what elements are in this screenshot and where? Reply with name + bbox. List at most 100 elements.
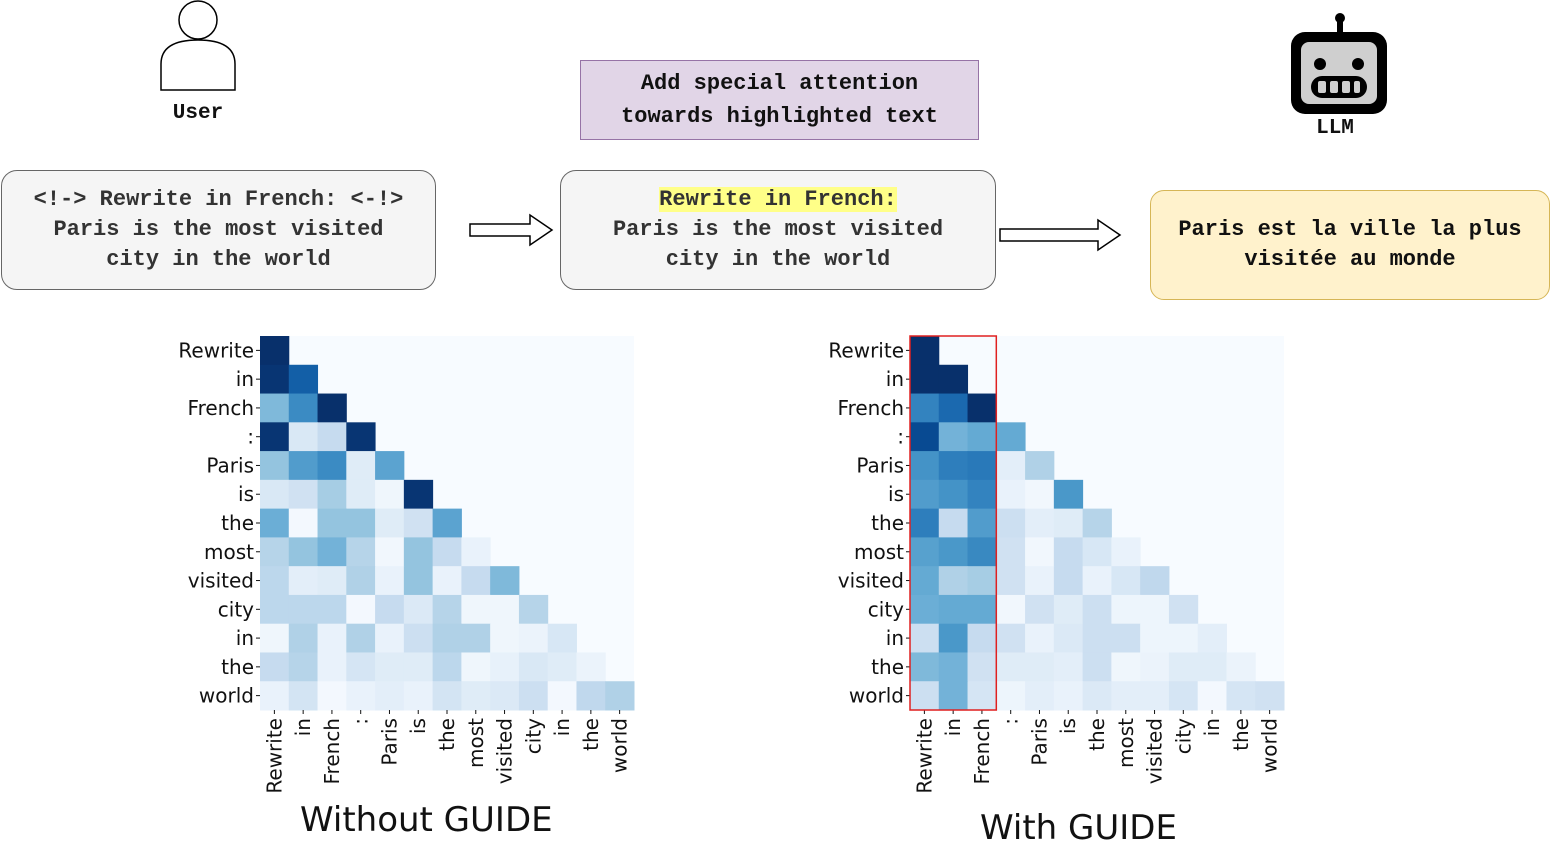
heatmap-cell: [1226, 681, 1256, 711]
heatmap-cell: [547, 652, 577, 682]
heatmap-cell: [490, 594, 520, 625]
heatmap-row-label: Paris: [206, 453, 254, 477]
heatmap-cell: [317, 652, 347, 682]
heatmap-row-label: most: [204, 540, 254, 564]
heatmap-cell: [403, 681, 434, 711]
heatmap-cell: [1025, 451, 1055, 481]
heatmap-cell: [1111, 537, 1141, 567]
heatmap-cell: [432, 623, 462, 653]
heatmap-col-label: Paris: [377, 718, 401, 766]
heatmap-cell: [317, 451, 347, 481]
heatmap-cell: [403, 537, 434, 567]
heatmap-cell: [1053, 479, 1084, 510]
heatmap-cell: [1197, 652, 1227, 682]
heatmap-cell: [1053, 681, 1084, 711]
heatmap-cell: [432, 566, 462, 596]
heatmap-row-label: Rewrite: [828, 338, 904, 362]
heatmap-cell: [260, 479, 290, 510]
heatmap-cell: [346, 681, 376, 711]
heatmap-cell: [461, 623, 491, 653]
heatmap-col-label: world: [1258, 718, 1282, 773]
heatmap-col-label: the: [435, 718, 459, 751]
heatmap-cell: [346, 623, 376, 653]
heatmap-cell: [490, 652, 520, 682]
heatmap-cell: [1025, 623, 1055, 653]
heatmap-cell: [260, 652, 290, 682]
heatmap-cell: [260, 537, 290, 567]
heatmap-cell: [260, 623, 290, 653]
heatmap-cell: [346, 652, 376, 682]
arrow-right-icon: [999, 218, 1122, 252]
heatmap-cell: [938, 681, 969, 711]
heatmap-row-label: visited: [838, 569, 904, 593]
robot-icon: [1291, 13, 1387, 114]
heatmap-cell: [375, 508, 405, 538]
heatmap-row-label: is: [888, 482, 904, 506]
heatmap-cell: [260, 681, 290, 711]
heatmap-cell: [1111, 566, 1141, 596]
heatmap-cell: [547, 623, 577, 653]
heatmap-cell: [1140, 594, 1170, 625]
heatmap-cell: [1111, 594, 1141, 625]
heatmap-col-label: Rewrite: [262, 718, 286, 794]
heatmap-cell: [288, 508, 319, 538]
heatmap-col-label: visited: [493, 718, 517, 784]
heatmap-col-label: in: [941, 718, 965, 736]
highlighted-text: Rewrite in French:: [659, 187, 897, 212]
heatmap-cell: [317, 537, 347, 567]
heatmap-cell: [288, 393, 319, 423]
heatmap-cell: [910, 652, 940, 682]
heatmap-cell: [1025, 652, 1055, 682]
heatmap-cell: [1082, 566, 1112, 596]
heatmap-cell: [938, 566, 969, 596]
heatmap-cell: [938, 623, 969, 653]
heatmap-cell: [1082, 508, 1112, 538]
heatmap-cell: [1226, 652, 1256, 682]
heatmap-cell: [1140, 652, 1170, 682]
heatmap-cell: [260, 336, 290, 366]
heatmap-row-label: the: [871, 511, 904, 535]
user-icon: [160, 0, 236, 91]
heatmap-cell: [432, 652, 462, 682]
heatmap-cell: [432, 594, 462, 625]
heatmap-cell: [288, 594, 319, 625]
heatmap-cell: [346, 594, 376, 625]
heatmap-cell: [346, 451, 376, 481]
heatmap-cell: [1053, 537, 1084, 567]
heatmap-cell: [317, 594, 347, 625]
heatmap-col-label: is: [406, 718, 430, 734]
heatmap-cell: [996, 422, 1026, 452]
heatmap-cell: [432, 508, 462, 538]
heatmap-cell: [1168, 623, 1199, 653]
heatmap-cell: [967, 681, 997, 711]
heatmap-cell: [910, 594, 940, 625]
heatmap-cell: [1111, 652, 1141, 682]
output-box: Paris est la ville la plus visitée au mo…: [1150, 190, 1550, 300]
heatmap-cell: [1025, 508, 1055, 538]
heatmap-cell: [910, 537, 940, 567]
heatmap-row-label: city: [868, 597, 904, 621]
heatmap-cell: [375, 594, 405, 625]
heatmap-cell: [1025, 537, 1055, 567]
heatmap-col-label: in: [1200, 718, 1224, 736]
heatmap-cell: [996, 594, 1026, 625]
heatmap-row-label: in: [236, 367, 254, 391]
heatmap-cell: [996, 566, 1026, 596]
heatmap-cell: [288, 566, 319, 596]
heatmap-cell: [996, 479, 1026, 510]
heatmap-cell: [260, 566, 290, 596]
heatmap-cell: [461, 652, 491, 682]
heatmap-cell: [1053, 594, 1084, 625]
heatmap-cell: [490, 566, 520, 596]
heatmap-cell: [461, 566, 491, 596]
heatmap-cell: [967, 451, 997, 481]
heatmap-cell: [518, 681, 549, 711]
heatmap-cell: [547, 681, 577, 711]
heatmap-cell: [403, 652, 434, 682]
heatmap-cell: [910, 508, 940, 538]
heatmap-col-label: :: [349, 718, 373, 725]
heatmap-cell: [910, 623, 940, 653]
heatmap-cell: [938, 479, 969, 510]
heatmap-cell: [1082, 652, 1112, 682]
heatmap-cell: [317, 681, 347, 711]
